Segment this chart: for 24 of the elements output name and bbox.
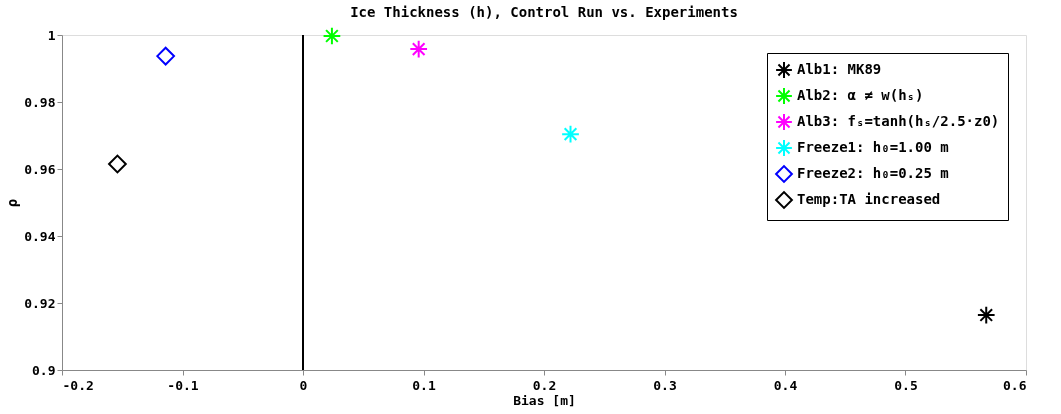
x-tick-label: -0.1 [167, 377, 199, 393]
legend-label: Freeze1: h₀=1.00 m [797, 139, 949, 155]
x-tick-label: 0.6 [1003, 377, 1027, 393]
y-tick-label: 0.96 [24, 161, 56, 177]
x-axis-title: Bias [m] [513, 392, 576, 408]
y-tick-label: 0.9 [32, 362, 56, 378]
legend-label: Alb2: α ≠ w(hₛ) [797, 87, 924, 103]
legend-label: Alb1: MK89 [797, 61, 882, 77]
y-tick-label: 0.92 [24, 295, 56, 311]
x-tick-label: 0 [299, 377, 308, 393]
y-tick-label: 0.98 [24, 94, 56, 110]
legend-label: Freeze2: h₀=0.25 m [797, 165, 949, 181]
legend-label: Alb3: fₛ=tanh(hₛ/2.5·z0) [797, 113, 1000, 129]
y-tick-label: 1 [47, 27, 56, 43]
x-tick-label: 0.4 [773, 377, 798, 393]
x-tick-label: -0.2 [62, 377, 94, 393]
x-tick-label: 0.1 [412, 377, 436, 393]
x-tick-label: 0.2 [532, 377, 557, 393]
y-tick-label: 0.94 [24, 228, 56, 244]
x-tick-label: 0.5 [894, 377, 918, 393]
y-axis-title: ρ [4, 198, 21, 208]
chart-title: Ice Thickness (h), Control Run vs. Experiments [350, 3, 738, 20]
legend-label: Temp:TA increased [797, 191, 941, 207]
x-tick-label: 0.3 [653, 377, 677, 393]
